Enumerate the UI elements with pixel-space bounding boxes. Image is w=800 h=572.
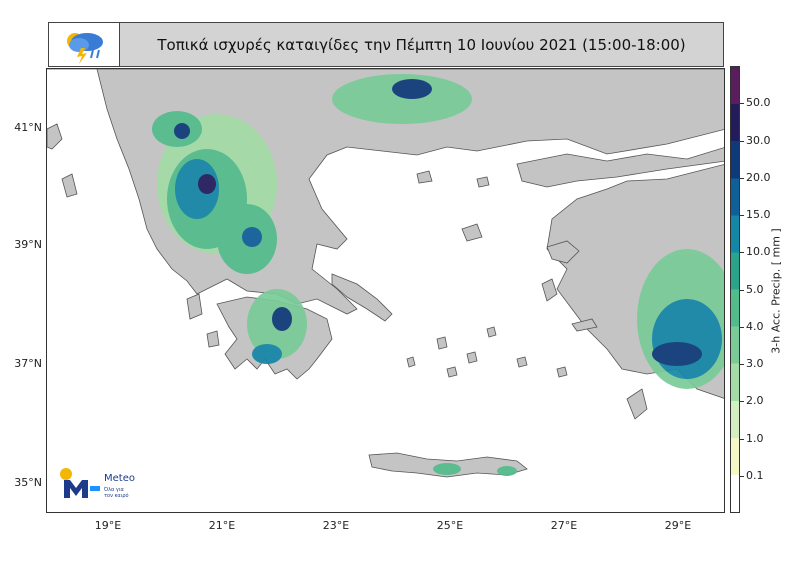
lon-label-27: 27°E [550, 519, 578, 532]
colorbar-label: 3-h Acc. Precip. [ mm ] [769, 228, 783, 354]
precipitation-map [46, 68, 725, 513]
colorbar-tick-mark [740, 475, 744, 477]
brand-name: Meteo [104, 473, 135, 484]
colorbar-tick-label: 3.0 [746, 357, 764, 370]
colorbar-tick-mark [740, 364, 744, 365]
precipitation-field [152, 74, 724, 476]
lon-label-19: 19°E [94, 519, 122, 532]
lon-label-23: 23°E [322, 519, 350, 532]
lat-label-39: 39°N [14, 238, 42, 251]
lon-label-25: 25°E [436, 519, 464, 532]
brand-slogan: Όλα για τον καιρό [104, 487, 129, 499]
colorbar-tick-mark [740, 438, 744, 440]
colorbar-tick-label: 2.0 [746, 394, 764, 408]
colorbar-tick-label: 4.0 [746, 319, 764, 333]
colorbar-tick-label: 0.1 [746, 468, 764, 482]
map-header: Τοπικά ισχυρές καταιγίδες την Πέμπτη 10 … [48, 22, 724, 67]
map-canvas [47, 69, 724, 478]
lon-label-21: 21°E [208, 519, 236, 532]
colorbar-tick-label: 20.0 [746, 170, 771, 184]
lon-label-29: 29°E [664, 519, 692, 532]
colorbar-tick-mark [740, 326, 744, 328]
colorbar-tick-label: 30.0 [746, 133, 771, 147]
colorbar-tick-label: 10.0 [746, 245, 771, 259]
colorbar-tick-label: 5.0 [746, 282, 764, 296]
lat-label-37: 37°N [14, 357, 42, 370]
colorbar-tick-mark [740, 140, 744, 142]
lat-label-41: 41°N [14, 121, 42, 134]
lat-label-35: 35°N [14, 476, 42, 489]
thunderstorm-icon [67, 33, 103, 64]
colorbar-tick-label: 50.0 [746, 96, 771, 110]
land [47, 69, 724, 478]
colorbar-tick-mark [740, 215, 744, 216]
colorbar-tick-mark [740, 289, 744, 291]
meteo-logo [60, 468, 100, 498]
colorbar-tick-mark [740, 252, 744, 254]
colorbar-tick-mark [740, 177, 744, 179]
precip-colorbar [730, 66, 740, 513]
colorbar-tick-label: 15.0 [746, 208, 771, 221]
colorbar-tick-label: 1.0 [746, 431, 764, 445]
colorbar-tick-mark [740, 103, 744, 105]
page-title: Τοπικά ισχυρές καταιγίδες την Πέμπτη 10 … [119, 23, 723, 66]
colorbar-tick-mark [740, 401, 744, 403]
